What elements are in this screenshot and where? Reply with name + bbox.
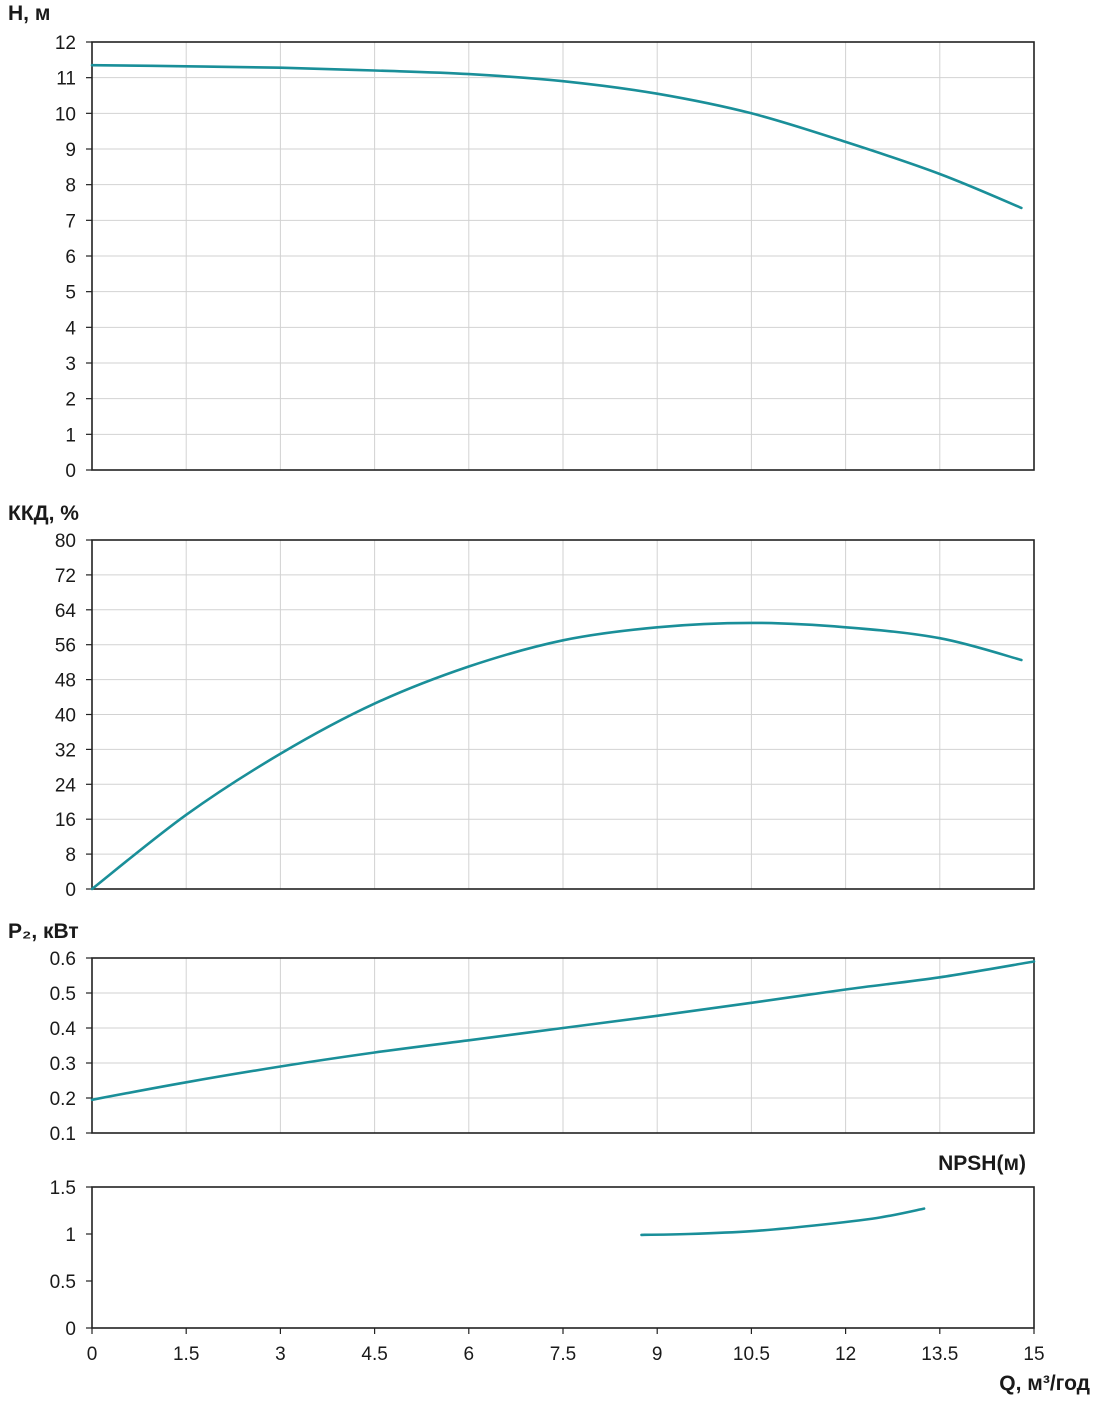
head-y-tick-label: 10 [55,104,76,125]
npsh-title: NPSH(м) [938,1152,1026,1175]
efficiency-axis-label: ККД, % [8,502,79,525]
head-y-tick-label: 3 [65,354,76,375]
efficiency-y-tick-label: 80 [55,531,76,552]
npsh-y-tick-label: 1 [65,1225,76,1246]
x-tick-label: 9 [652,1344,663,1365]
x-tick-label: 6 [464,1344,475,1365]
head-axis-label: H, м [8,2,50,25]
head-y-tick-label: 6 [65,247,76,268]
head-y-tick-label: 8 [65,176,76,197]
efficiency-y-tick-label: 64 [55,601,77,622]
efficiency-y-tick-label: 72 [55,566,76,587]
flow-axis-label: Q, м³/год [999,1372,1090,1395]
head-y-tick-label: 12 [55,33,76,54]
head-y-tick-label: 11 [56,69,76,90]
power-y-tick-label: 0.1 [50,1124,76,1145]
head-y-tick-label: 1 [65,425,76,446]
head-y-tick-label: 9 [65,140,76,161]
x-tick-label: 7.5 [550,1344,576,1365]
power-y-tick-label: 0.6 [50,949,76,970]
npsh-y-tick-label: 1.5 [50,1178,76,1199]
power-y-tick-label: 0.2 [50,1089,76,1110]
npsh-y-tick-label: 0 [65,1319,76,1340]
x-tick-label: 0 [87,1344,98,1365]
efficiency-y-tick-label: 32 [55,740,76,761]
power-panel: P₂, кВт 0.1 0.2 0.3 0.4 0.5 0.6 [8,920,1036,1145]
x-tick-label: 3 [275,1344,286,1365]
efficiency-curve [90,621,1023,891]
power-axis-label: P₂, кВт [8,920,79,943]
head-y-tick-label: 7 [65,211,76,232]
efficiency-y-tick-label: 56 [55,636,76,657]
x-tick-label: 10.5 [733,1344,770,1365]
x-tick-label: 12 [835,1344,856,1365]
head-curve [90,63,1023,210]
x-tick-label: 15 [1023,1344,1044,1365]
efficiency-y-tick-label: 24 [55,775,77,796]
head-y-tick-label: 5 [65,283,76,304]
head-y-tick-label: 0 [65,461,76,482]
x-tick-label: 13.5 [921,1344,958,1365]
efficiency-y-tick-label: 8 [65,845,76,866]
npsh-curve [640,1207,926,1237]
npsh-plot-frame [91,1186,1035,1329]
power-y-tick-label: 0.4 [50,1019,77,1040]
power-curve [90,960,1036,1102]
head-y-tick-label: 2 [65,390,76,411]
power-y-tick-label: 0.3 [50,1054,76,1075]
power-plot-frame [91,957,1035,1134]
npsh-y-tick-label: 0.5 [50,1272,76,1293]
efficiency-y-tick-label: 48 [55,671,76,692]
x-tick-label: 4.5 [361,1344,387,1365]
efficiency-y-tick-label: 40 [55,706,76,727]
npsh-panel: NPSH(м) Q, м³/год 0 0.5 1 1.5 0 1.5 3 4.5 6 7.5 9 1… [50,1152,1090,1395]
efficiency-panel: ККД, % 0 8 16 24 32 40 48 56 64 72 80 [8,502,1035,901]
x-tick-label: 1.5 [173,1344,199,1365]
efficiency-y-tick-label: 16 [55,810,76,831]
efficiency-y-tick-label: 0 [65,880,76,901]
head-y-tick-label: 4 [65,318,76,339]
power-y-tick-label: 0.5 [50,984,76,1005]
